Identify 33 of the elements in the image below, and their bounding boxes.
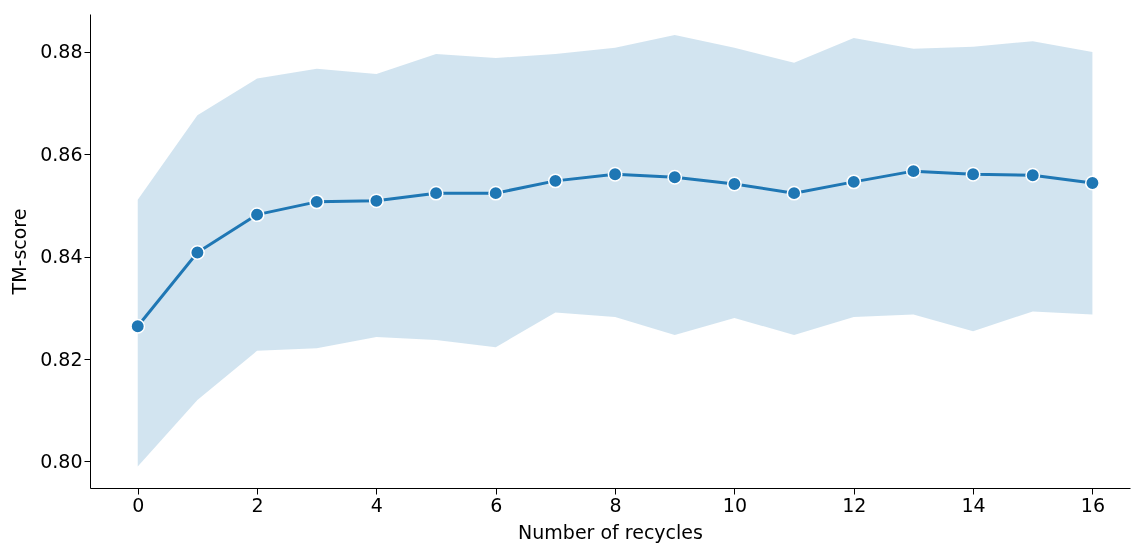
point <box>547 173 563 189</box>
point <box>1084 175 1100 191</box>
y-tick-label: 0.80 <box>40 449 83 472</box>
point <box>726 176 742 192</box>
point <box>130 318 146 334</box>
y-tick-label: 0.84 <box>40 245 83 268</box>
point <box>846 174 862 190</box>
x-tick-label: 12 <box>842 493 867 516</box>
x-tick-label: 10 <box>722 493 747 516</box>
x-tick-label: 0 <box>132 493 145 516</box>
x-axis-title: Number of recycles <box>518 520 703 543</box>
point <box>428 185 444 201</box>
point <box>667 169 683 185</box>
point <box>368 193 384 209</box>
point <box>607 166 623 182</box>
x-tick-label: 4 <box>370 493 383 516</box>
x-tick-label: 2 <box>251 493 264 516</box>
point <box>965 166 981 182</box>
point <box>309 194 325 210</box>
x-tick-label: 14 <box>961 493 986 516</box>
point <box>488 185 504 201</box>
point <box>905 163 921 179</box>
x-tick-label: 6 <box>490 493 503 516</box>
x-tick-label: 8 <box>609 493 622 516</box>
y-tick-label: 0.82 <box>40 347 83 370</box>
y-axis-title: TM-score <box>8 208 31 296</box>
y-tick-label: 0.88 <box>40 40 83 63</box>
x-tick-label: 16 <box>1080 493 1105 516</box>
point <box>189 245 205 260</box>
point <box>249 207 265 223</box>
point <box>1025 167 1041 183</box>
y-tick-label: 0.86 <box>40 142 83 165</box>
point <box>786 185 802 201</box>
